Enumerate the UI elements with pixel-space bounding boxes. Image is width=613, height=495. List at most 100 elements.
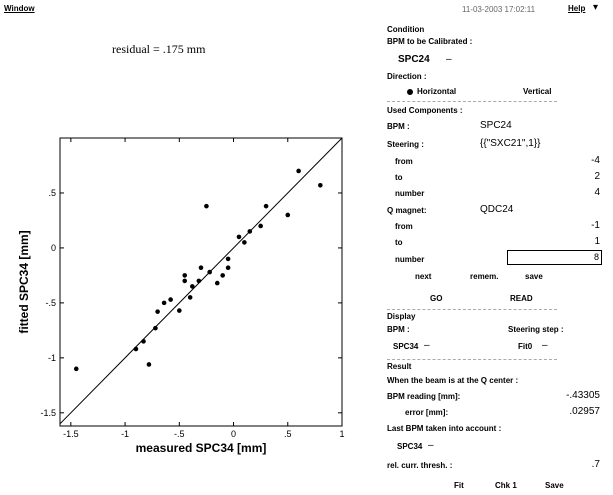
- data-point: [198, 265, 204, 271]
- window-menu[interactable]: Window: [4, 4, 35, 13]
- steering-step-value[interactable]: Fit0: [518, 342, 533, 351]
- data-point: [146, 362, 152, 367]
- data-point: [187, 295, 193, 300]
- next-button[interactable]: next: [415, 272, 432, 281]
- direction-label: Direction :: [387, 72, 427, 81]
- q-to-value[interactable]: 1: [594, 236, 600, 247]
- data-point: [214, 280, 220, 286]
- bpm-calibrated-label: BPM to be Calibrated :: [387, 37, 473, 46]
- q-magnet-label: Q magnet:: [387, 206, 427, 215]
- direction-vertical[interactable]: Vertical: [523, 87, 552, 96]
- remember-button[interactable]: remem.: [470, 272, 499, 281]
- steering-to-label: to: [395, 173, 403, 182]
- fit-button[interactable]: Fit: [454, 481, 464, 490]
- display-bpm-marker[interactable]: –: [424, 340, 430, 351]
- data-point: [196, 278, 202, 284]
- x-axis-label: measured SPC34 [mm]: [136, 441, 267, 455]
- data-point: [207, 269, 212, 275]
- x-tick-label: 1: [339, 429, 344, 439]
- display-heading: Display: [387, 312, 416, 321]
- residual-text: residual = .175 mm: [112, 42, 206, 56]
- steering-number-value[interactable]: 4: [594, 187, 600, 198]
- data-point: [182, 278, 188, 284]
- data-point: [225, 265, 231, 271]
- data-point: [263, 203, 269, 209]
- check-button[interactable]: Chk 1: [495, 481, 517, 490]
- bpm-reading-value: -.43305: [566, 390, 600, 401]
- divider: [387, 309, 557, 310]
- data-point: [155, 309, 160, 314]
- timestamp: 11-03-2003 17:02:11: [462, 5, 536, 14]
- read-button[interactable]: READ: [510, 294, 533, 303]
- bpm-calibrated-value[interactable]: SPC24: [398, 54, 430, 65]
- help-label[interactable]: Help: [568, 4, 586, 13]
- steering-step-marker[interactable]: –: [542, 340, 548, 351]
- error-label: error [mm]:: [405, 408, 449, 417]
- x-tick-label: .5: [284, 429, 292, 439]
- go-button[interactable]: GO: [430, 294, 443, 303]
- q-magnet-value: QDC24: [480, 204, 514, 215]
- data-point: [153, 325, 158, 331]
- data-point: [141, 339, 146, 344]
- y-tick-label: 0: [51, 243, 56, 253]
- data-point: [190, 284, 195, 289]
- rel-curr-thresh-label: rel. curr. thresh. :: [387, 461, 453, 470]
- help-menu[interactable]: Help: [568, 4, 585, 13]
- data-point: [73, 366, 79, 372]
- x-tick-label: -.5: [174, 429, 185, 439]
- q-center-text: When the beam is at the Q center :: [387, 376, 519, 385]
- error-value: .02957: [569, 406, 600, 417]
- radio-selected-icon[interactable]: [407, 88, 413, 95]
- display-bpm-label: BPM :: [387, 325, 410, 334]
- data-point: [242, 240, 247, 245]
- last-bpm-label: Last BPM taken into account :: [387, 424, 502, 433]
- divider: [387, 359, 557, 360]
- data-point: [247, 229, 253, 234]
- x-tick-label: -1.5: [63, 429, 79, 439]
- save-settings-button[interactable]: save: [525, 272, 543, 281]
- rel-curr-thresh-value[interactable]: .7: [591, 459, 600, 470]
- steering-from-label: from: [395, 157, 413, 166]
- result-heading: Result: [387, 362, 412, 371]
- steering-from-value[interactable]: -4: [591, 155, 600, 166]
- y-axis-label: fitted SPC34 [mm]: [17, 230, 31, 333]
- q-from-label: from: [395, 222, 413, 231]
- direction-horizontal[interactable]: Horizontal: [407, 87, 456, 96]
- x-tick-label: -1: [121, 429, 129, 439]
- data-point: [168, 297, 173, 302]
- y-tick-label: -.5: [45, 298, 56, 308]
- steering-step-label: Steering step :: [508, 325, 564, 334]
- chart-svg: -1.5 -1 -.5 0 .5 1 -1.5 -1 -.5 0 .5 measured SPC34 …: [17, 137, 345, 455]
- data-point: [258, 223, 263, 229]
- save-button[interactable]: Save: [545, 481, 564, 490]
- steering-value: {{"SXC21",1}}: [480, 138, 541, 149]
- data-point: [296, 168, 301, 174]
- q-from-value[interactable]: -1: [591, 220, 600, 231]
- q-to-label: to: [395, 238, 403, 247]
- q-number-input[interactable]: 8: [507, 250, 602, 265]
- data-point: [220, 273, 225, 278]
- last-bpm-marker[interactable]: –: [428, 440, 434, 451]
- last-bpm-value[interactable]: SPC34: [397, 442, 423, 451]
- data-point: [285, 212, 291, 218]
- y-tick-label: .5: [48, 188, 56, 198]
- data-point: [177, 308, 182, 313]
- direction-horizontal-label: Horizontal: [417, 87, 457, 96]
- y-tick-label: -1: [48, 353, 56, 363]
- data-point: [133, 346, 139, 352]
- bpm-reading-label: BPM reading [mm]:: [387, 392, 461, 401]
- data-point: [225, 256, 231, 262]
- steering-label: Steering :: [387, 140, 424, 149]
- steering-to-value[interactable]: 2: [594, 171, 600, 182]
- data-point: [161, 300, 167, 306]
- x-tick-label: 0: [231, 429, 236, 439]
- bpm-calibrated-marker[interactable]: –: [446, 54, 452, 65]
- data-point: [182, 273, 188, 278]
- display-bpm-value[interactable]: SPC34: [393, 342, 419, 351]
- chevron-down-icon[interactable]: ▾: [593, 2, 599, 13]
- data-point: [318, 182, 323, 188]
- condition-heading: Condition: [387, 25, 425, 34]
- scatter-plot: -1.5 -1 -.5 0 .5 1 -1.5 -1 -.5 0 .5 measured SPC34 …: [0, 130, 360, 460]
- q-number-label: number: [395, 255, 425, 264]
- used-bpm-value: SPC24: [480, 120, 512, 131]
